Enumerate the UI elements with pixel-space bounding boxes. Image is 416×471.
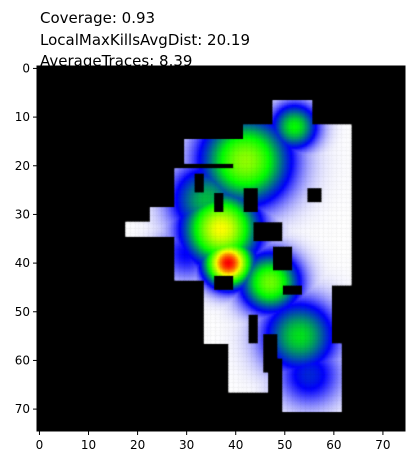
x-tick-label: 20: [130, 438, 145, 452]
y-tick-label: 10: [15, 110, 30, 124]
chart-title: Coverage: 0.93 LocalMaxKillsAvgDist: 20.…: [40, 9, 250, 70]
y-tick-label: 40: [15, 256, 30, 270]
x-tick-label: 70: [375, 438, 390, 452]
x-tick-label: 60: [326, 438, 341, 452]
x-tick-label: 0: [36, 438, 44, 452]
y-tick-label: 20: [15, 159, 30, 173]
y-tick-label: 50: [15, 305, 30, 319]
y-tick-label: 70: [15, 402, 30, 416]
x-axis: 0 10 20 30 40 50 60 70: [36, 431, 391, 452]
y-axis: 0 10 20 30 40 50 60 70: [15, 61, 37, 416]
x-tick-label: 30: [179, 438, 194, 452]
title-coverage: Coverage: 0.93: [40, 9, 155, 27]
y-tick-label: 0: [22, 61, 30, 75]
title-local-max-kills: LocalMaxKillsAvgDist: 20.19: [40, 31, 250, 49]
heatmap-image-wrapper: [37, 66, 405, 431]
x-tick-label: 10: [81, 438, 96, 452]
y-tick-label: 60: [15, 353, 30, 367]
y-tick-label: 30: [15, 207, 30, 221]
x-tick-label: 40: [228, 438, 243, 452]
x-tick-label: 50: [277, 438, 292, 452]
plot-frame: [36, 65, 406, 432]
heatmap-image: [37, 66, 405, 431]
